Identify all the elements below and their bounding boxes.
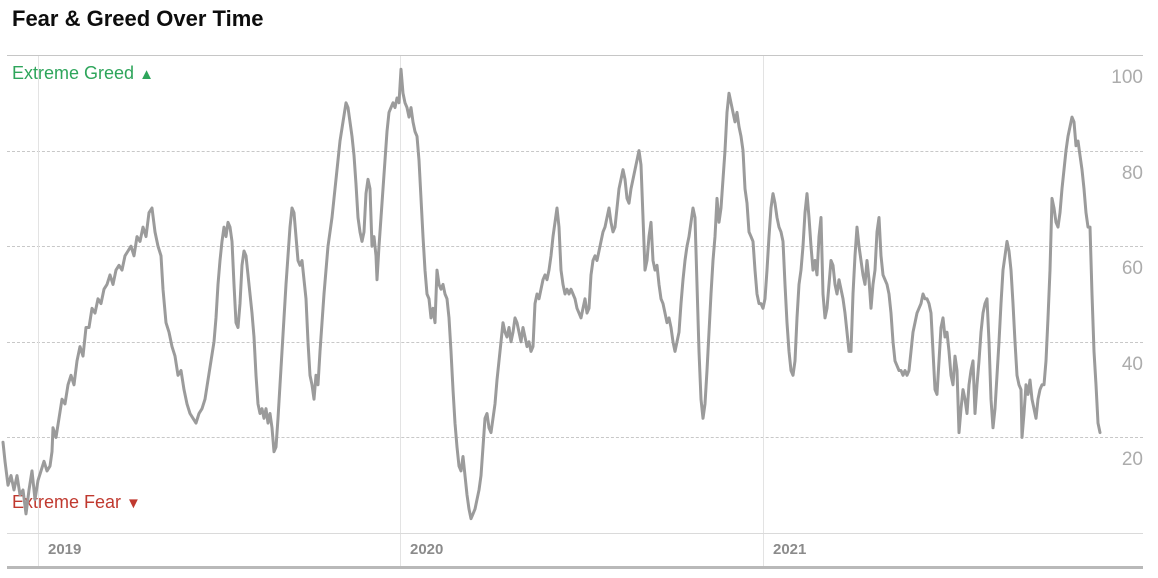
y-tick-label-40: 40 <box>1121 353 1143 375</box>
x-tick-label-2019: 2019 <box>48 541 82 558</box>
index-line <box>1 67 1102 521</box>
year-gridline-2019 <box>38 55 39 568</box>
extreme-fear-label: Extreme Fear ▼ <box>12 492 141 513</box>
year-gridline-2021 <box>763 55 764 568</box>
gridline-100-top <box>7 55 1143 56</box>
y-tick-label-20: 20 <box>1121 449 1143 471</box>
x-tick-label-2021: 2021 <box>773 541 807 558</box>
x-axis-line <box>7 533 1143 534</box>
triangle-down-icon: ▼ <box>126 495 141 512</box>
extreme-greed-text: Extreme Greed <box>12 63 135 83</box>
chart-bottom-border <box>7 566 1143 569</box>
gridline-20 <box>7 437 1143 439</box>
y-tick-label-100: 100 <box>1111 67 1143 88</box>
extreme-greed-label: Extreme Greed ▲ <box>12 63 154 84</box>
gridline-80 <box>7 150 1143 152</box>
triangle-up-icon: ▲ <box>139 66 154 83</box>
extreme-fear-text: Extreme Fear <box>12 492 122 512</box>
plot-area[interactable] <box>0 55 1158 535</box>
y-tick-label-80: 80 <box>1121 162 1143 184</box>
year-gridline-2020 <box>400 55 401 568</box>
gridline-40 <box>7 341 1143 343</box>
x-tick-label-2020: 2020 <box>410 541 444 558</box>
y-tick-label-60: 60 <box>1121 258 1143 280</box>
chart-title: Fear & Greed Over Time <box>12 6 264 31</box>
gridline-60 <box>7 246 1143 248</box>
